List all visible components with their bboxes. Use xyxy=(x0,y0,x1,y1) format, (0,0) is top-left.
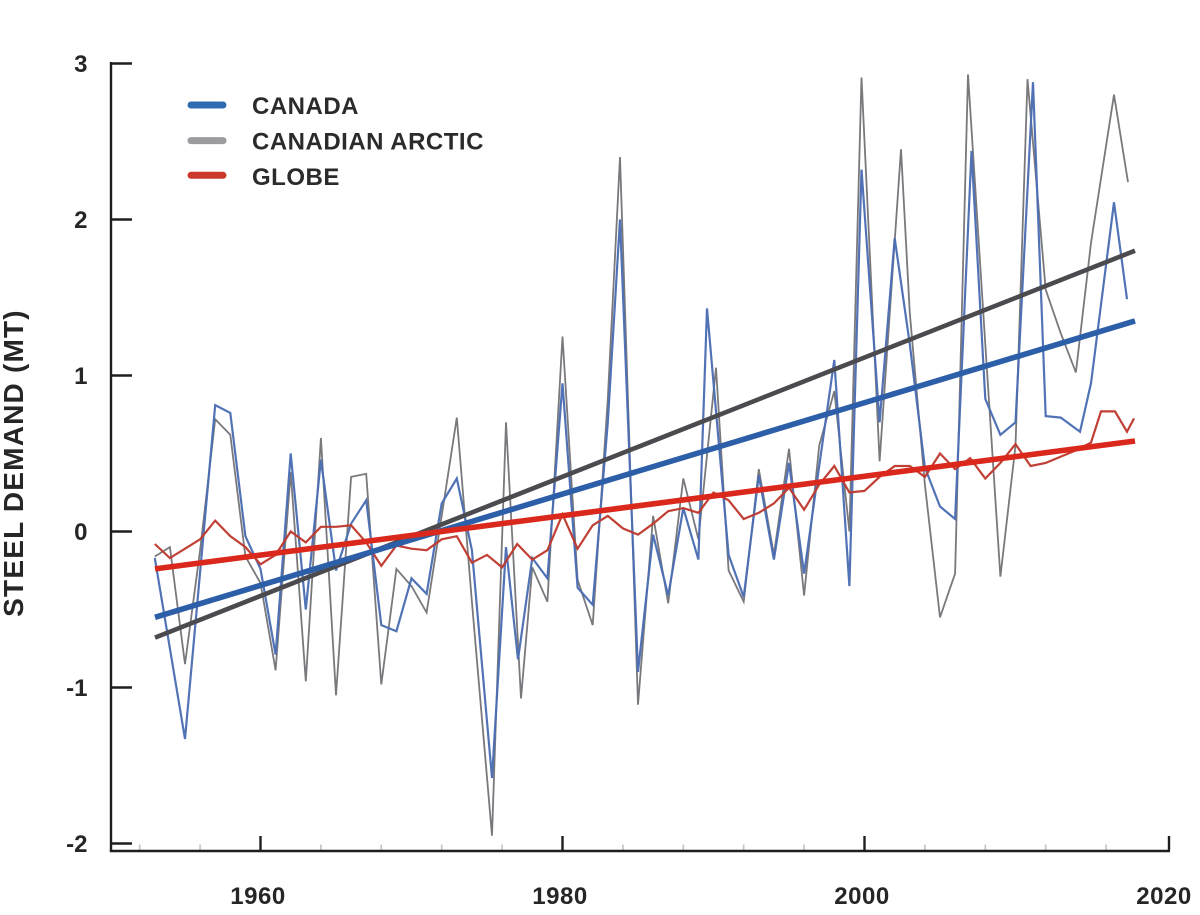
svg-text:2000: 2000 xyxy=(834,883,889,910)
svg-text:GLOBE: GLOBE xyxy=(252,164,340,191)
svg-text:-1: -1 xyxy=(66,675,87,702)
svg-text:2020: 2020 xyxy=(1136,883,1191,910)
svg-text:1: 1 xyxy=(74,363,87,390)
svg-text:1980: 1980 xyxy=(532,883,587,910)
svg-text:CANADA: CANADA xyxy=(252,93,359,120)
svg-text:STEEL DEMAND (MT): STEEL DEMAND (MT) xyxy=(0,309,29,617)
svg-text:-2: -2 xyxy=(66,831,87,858)
svg-text:1960: 1960 xyxy=(230,883,285,910)
svg-text:0: 0 xyxy=(74,519,87,546)
svg-text:3: 3 xyxy=(74,51,87,78)
svg-text:CANADIAN ARCTIC: CANADIAN ARCTIC xyxy=(252,129,484,156)
svg-text:2: 2 xyxy=(74,207,87,234)
